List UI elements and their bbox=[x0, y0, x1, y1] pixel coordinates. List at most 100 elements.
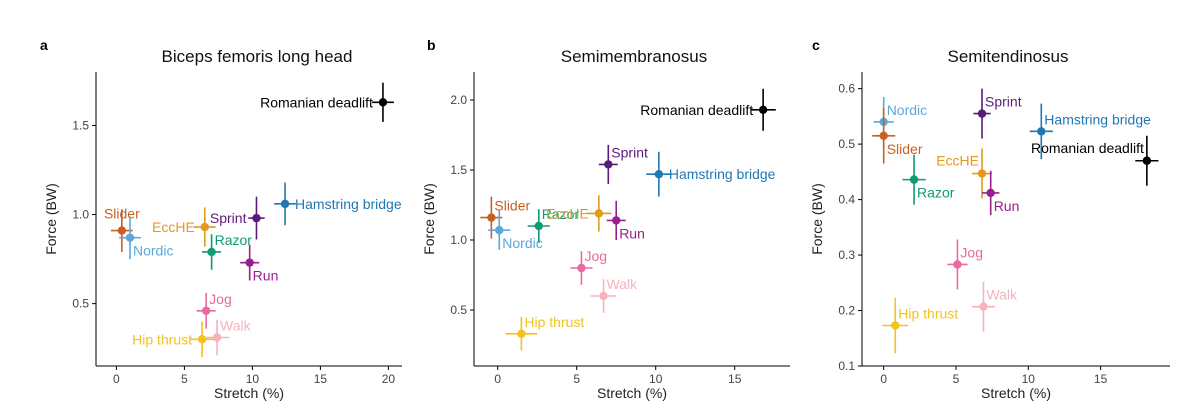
point-label: Hamstring bridge bbox=[1044, 111, 1151, 127]
data-point-sprint: Sprint bbox=[210, 196, 265, 240]
point-label: Jog bbox=[584, 248, 607, 264]
x-tick-label: 5 bbox=[953, 372, 960, 386]
point-label: Nordic bbox=[133, 243, 173, 259]
x-axis-label: Stretch (%) bbox=[597, 385, 667, 401]
y-tick-label: 0.5 bbox=[838, 137, 855, 151]
data-point-jog: Jog bbox=[570, 248, 607, 285]
point-marker bbox=[495, 226, 504, 235]
data-point-hip-thrust: Hip thrust bbox=[882, 297, 958, 354]
data-point-hamstring-bridge: Hamstring bridge bbox=[274, 182, 402, 226]
y-tick-label: 0.5 bbox=[72, 297, 89, 311]
point-marker bbox=[117, 226, 127, 235]
point-label: Razor bbox=[215, 232, 253, 248]
point-marker bbox=[604, 160, 613, 169]
y-tick-label: 0.6 bbox=[838, 82, 855, 96]
data-point-walk: Walk bbox=[971, 281, 1018, 332]
point-label: Walk bbox=[986, 287, 1018, 303]
point-label: Hamstring bridge bbox=[669, 166, 776, 182]
x-tick-label: 0 bbox=[113, 372, 120, 386]
point-label: Sprint bbox=[985, 94, 1022, 110]
point-marker bbox=[891, 321, 900, 330]
x-tick-label: 20 bbox=[382, 372, 396, 386]
x-tick-label: 15 bbox=[728, 372, 742, 386]
point-marker bbox=[594, 209, 604, 218]
point-label: Hamstring bridge bbox=[295, 196, 402, 212]
data-point-run: Run bbox=[240, 244, 279, 284]
chart-title: Semitendinosus bbox=[948, 47, 1069, 66]
point-marker bbox=[953, 260, 962, 269]
data-point-sprint: Sprint bbox=[973, 88, 1022, 139]
y-axis-label: Force (BW) bbox=[43, 183, 59, 255]
point-marker bbox=[879, 131, 888, 140]
chart-panel-a: a Biceps femoris long head 0 5 10 15 20 0.5 1.0 1… bbox=[40, 37, 402, 401]
data-point-razor: Razor bbox=[527, 206, 580, 243]
data-point-run: Run bbox=[982, 170, 1019, 216]
point-marker bbox=[378, 98, 388, 107]
point-marker bbox=[758, 105, 768, 115]
y-axis-label: Force (BW) bbox=[421, 183, 437, 255]
panel-letter: b bbox=[427, 37, 436, 53]
point-marker bbox=[252, 213, 261, 223]
data-point-walk: Walk bbox=[590, 276, 639, 313]
point-marker bbox=[245, 258, 254, 267]
data-point-slider: Slider bbox=[480, 196, 531, 239]
point-label: Razor bbox=[542, 206, 580, 222]
point-label: Slider bbox=[494, 198, 530, 214]
point-label: Slider bbox=[104, 206, 140, 222]
chart-title: Semimembranosus bbox=[561, 47, 707, 66]
point-marker bbox=[487, 213, 496, 222]
point-label: Walk bbox=[607, 276, 639, 292]
point-label: Run bbox=[619, 225, 645, 241]
point-marker bbox=[197, 335, 207, 344]
point-label: Razor bbox=[917, 185, 955, 201]
point-label: Romanian deadlift bbox=[1031, 140, 1144, 156]
point-marker bbox=[212, 333, 222, 342]
point-label: Hip thrust bbox=[524, 314, 584, 330]
x-tick-label: 10 bbox=[246, 372, 260, 386]
y-tick-label: 2.0 bbox=[450, 93, 467, 107]
data-point-razor: Razor bbox=[902, 154, 955, 205]
chart-title: Biceps femoris long head bbox=[162, 47, 353, 66]
data-point-sprint: Sprint bbox=[598, 144, 648, 184]
x-tick-label: 5 bbox=[573, 372, 580, 386]
point-marker bbox=[207, 247, 216, 257]
data-point-hamstring-bridge: Hamstring bridge bbox=[646, 151, 776, 197]
y-tick-label: 1.5 bbox=[450, 163, 467, 177]
x-axis-label: Stretch (%) bbox=[981, 385, 1051, 401]
point-label: Romanian deadlift bbox=[260, 94, 373, 110]
point-label: Sprint bbox=[210, 210, 247, 226]
data-point-nordic: Nordic bbox=[488, 210, 543, 251]
point-marker bbox=[986, 188, 995, 198]
point-marker bbox=[1142, 156, 1152, 165]
point-label: Run bbox=[253, 268, 279, 284]
point-marker bbox=[577, 263, 586, 273]
point-label: Jog bbox=[960, 244, 983, 260]
y-tick-label: 1.0 bbox=[72, 208, 89, 222]
point-marker bbox=[534, 221, 543, 231]
data-point-nordic: Nordic bbox=[119, 216, 173, 260]
point-marker bbox=[125, 233, 135, 242]
chart-panel-c: c Semitendinosus 0 5 10 15 0.1 0.2 0.3 0.4 0.5 0.6 S… bbox=[809, 37, 1170, 401]
x-tick-label: 10 bbox=[1022, 372, 1036, 386]
y-tick-label: 0.5 bbox=[450, 303, 467, 317]
x-tick-label: 0 bbox=[880, 372, 887, 386]
point-label: EccHE bbox=[152, 219, 195, 235]
point-marker bbox=[654, 170, 664, 179]
y-axis-label: Force (BW) bbox=[809, 183, 825, 255]
data-point-slider: Slider bbox=[872, 108, 923, 164]
point-label: Nordic bbox=[502, 235, 542, 251]
y-tick-label: 1.5 bbox=[72, 118, 89, 132]
data-point-jog: Jog bbox=[196, 291, 232, 329]
y-tick-label: 0.3 bbox=[838, 248, 855, 262]
point-label: Hip thrust bbox=[898, 306, 958, 322]
data-point-hip-thrust: Hip thrust bbox=[505, 314, 584, 351]
x-tick-label: 15 bbox=[314, 372, 328, 386]
point-label: Slider bbox=[887, 141, 923, 157]
y-tick-label: 0.4 bbox=[838, 193, 855, 207]
point-marker bbox=[977, 109, 987, 118]
data-point-romanian-deadlift: Romanian deadlift bbox=[260, 82, 394, 122]
chart-panel-b: b Semimembranosus 0 5 10 15 0.5 1.0 1.5 2.0 Stretc… bbox=[421, 37, 790, 401]
point-marker bbox=[909, 175, 919, 184]
y-tick-label: 1.0 bbox=[450, 233, 467, 247]
data-point-run: Run bbox=[606, 200, 645, 241]
